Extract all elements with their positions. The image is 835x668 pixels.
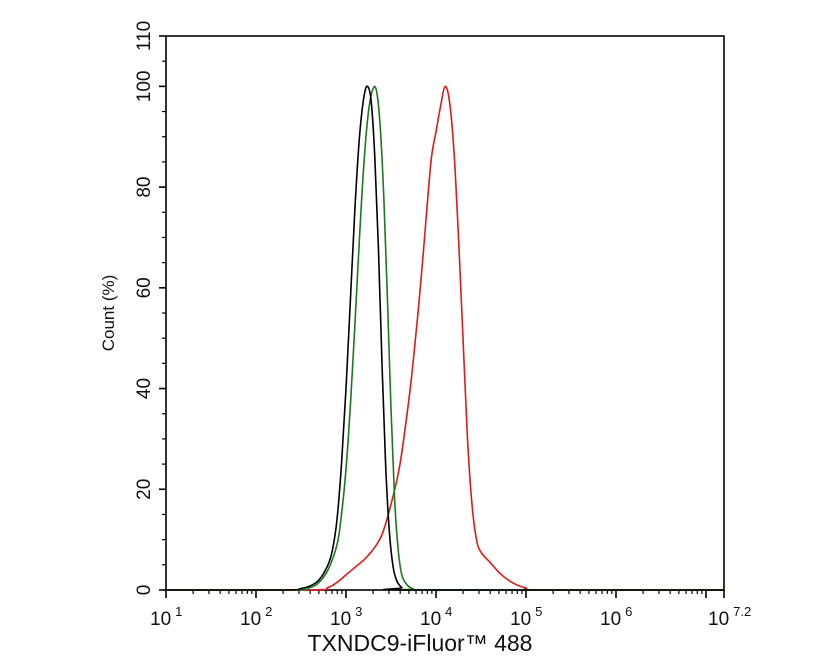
y-axis-title: Count (%)	[99, 275, 118, 352]
series-group	[166, 85, 724, 591]
x-tick-label: 10 5	[510, 604, 542, 630]
y-tick-label: 110	[134, 21, 155, 51]
x-tick-label: 10 3	[330, 604, 362, 630]
y-axis: 0 20 40 60 80 100 110	[134, 21, 166, 595]
x-tick-label: 10 7.2	[708, 604, 751, 630]
y-tick-label: 60	[134, 277, 155, 298]
y-tick-label: 0	[134, 585, 155, 596]
x-tick-label: 10 6	[600, 604, 632, 630]
y-tick-label: 20	[134, 479, 155, 500]
x-axis-title: TXNDC9-iFluor™ 488	[308, 630, 533, 656]
y-tick-label: 80	[134, 177, 155, 198]
x-tick-label: 10 2	[240, 604, 272, 630]
x-tick-label: 10 1	[150, 604, 182, 630]
x-axis: 10 1 10 2 10 3 10 4 10 5 10 6 10 7.2	[150, 590, 751, 630]
plot-frame	[165, 35, 725, 591]
series-line-1a7a1a	[166, 85, 724, 591]
series-line-e01818	[166, 85, 724, 591]
x-tick-label: 10 4	[420, 604, 452, 630]
y-tick-label: 100	[134, 71, 155, 103]
plot-border	[165, 35, 725, 591]
series-line-000000	[166, 85, 724, 591]
y-tick-label: 40	[134, 378, 155, 399]
